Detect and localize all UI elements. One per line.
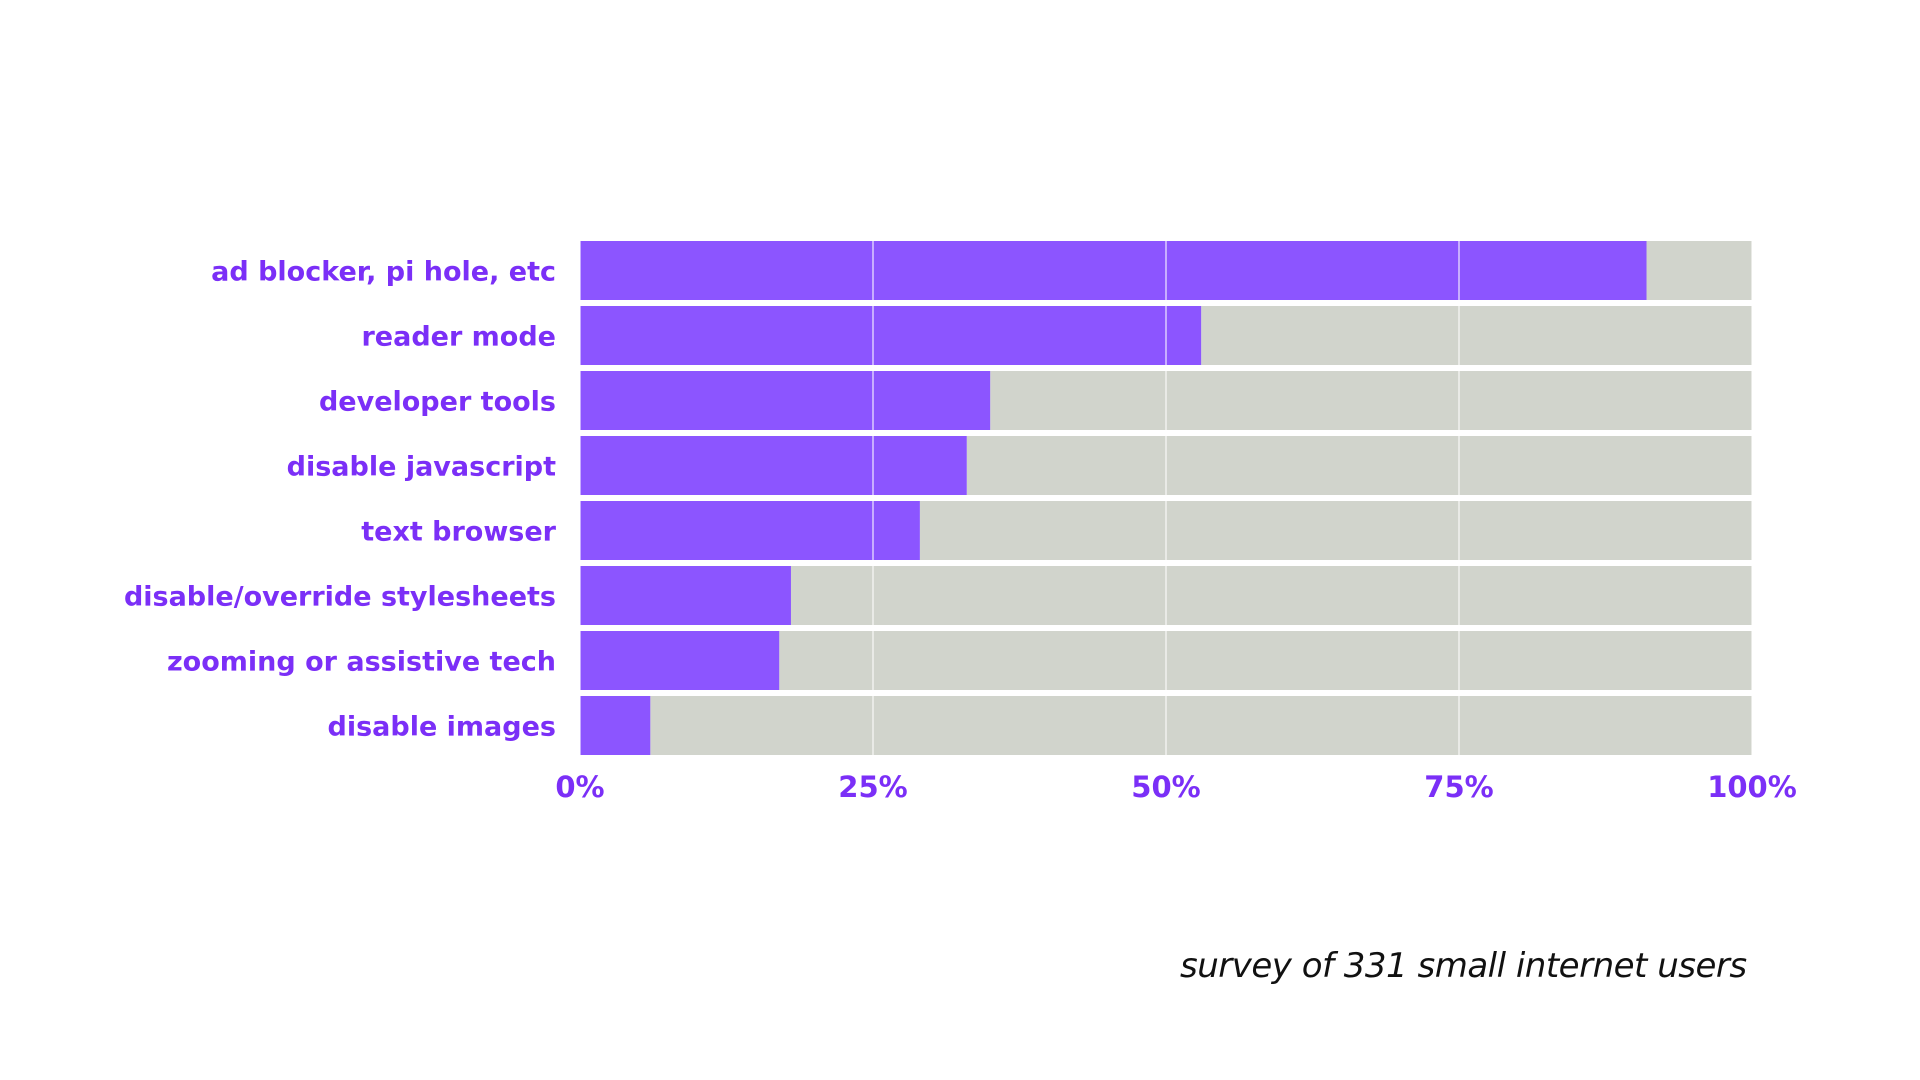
x-axis-ticks: 0% 25% 50% 75% 100% — [555, 770, 1796, 804]
bar — [580, 241, 1647, 300]
x-tick-label: 25% — [838, 770, 907, 804]
remainder-bar — [790, 566, 1752, 625]
category-label: disable javascript — [287, 452, 556, 483]
chart-caption: survey of 331 small internet users — [1180, 946, 1747, 986]
category-label: text browser — [361, 517, 556, 548]
x-tick-label: 75% — [1424, 770, 1493, 804]
bar — [580, 371, 991, 430]
category-label: zooming or assistive tech — [167, 647, 556, 678]
remainder-bar — [919, 501, 1752, 560]
remainder-bar — [1201, 306, 1752, 365]
bar — [580, 436, 967, 495]
bar — [580, 306, 1202, 365]
remainder-bar — [779, 631, 1752, 690]
category-label: disable images — [328, 712, 557, 743]
bar — [580, 566, 791, 625]
category-label: ad blocker, pi hole, etc — [211, 257, 556, 288]
remainder-bar — [966, 436, 1752, 495]
x-tick-label: 0% — [555, 770, 604, 804]
value-bars — [580, 241, 1647, 755]
remainder-bar — [650, 696, 1752, 755]
gridlines — [579, 241, 1753, 755]
bar — [580, 631, 780, 690]
remainder-bar — [990, 371, 1752, 430]
category-label: disable/override stylesheets — [124, 582, 556, 613]
category-labels: ad blocker, pi hole, etc reader mode devel… — [124, 257, 557, 743]
category-label: reader mode — [361, 322, 556, 353]
x-tick-label: 50% — [1131, 770, 1200, 804]
remainder-bar — [1646, 241, 1752, 300]
bar — [580, 696, 651, 755]
category-label: developer tools — [319, 387, 556, 418]
bar — [580, 501, 920, 560]
x-tick-label: 100% — [1707, 770, 1797, 804]
remainder-bars — [650, 241, 1752, 755]
